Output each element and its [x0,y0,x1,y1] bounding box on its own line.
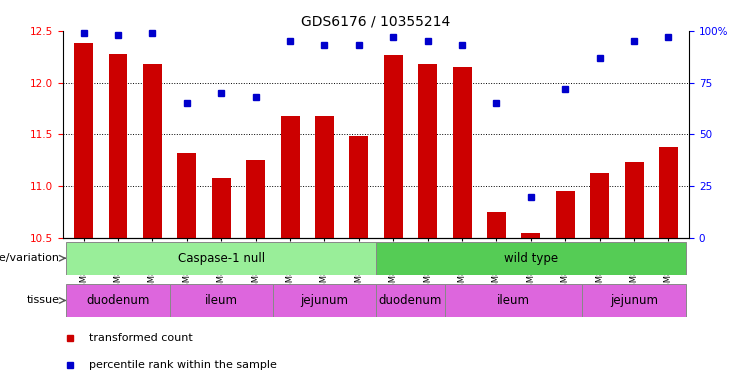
Bar [109,53,127,238]
Bar [376,284,445,317]
Bar [177,153,196,238]
Text: transformed count: transformed count [89,333,193,343]
Text: ileum: ileum [497,294,530,307]
Text: duodenum: duodenum [379,294,442,307]
Bar [246,160,265,238]
Title: GDS6176 / 10355214: GDS6176 / 10355214 [302,14,451,28]
Text: ileum: ileum [205,294,238,307]
Bar [376,242,685,275]
Bar [67,242,376,275]
Bar [281,116,299,238]
Bar [487,212,506,238]
Bar [170,284,273,317]
Bar [315,116,334,238]
Bar [591,173,609,238]
Text: jejunum: jejunum [610,294,658,307]
Text: wild type: wild type [504,252,558,265]
Bar [556,192,575,238]
Text: jejunum: jejunum [300,294,348,307]
Bar [418,64,437,238]
Bar [273,284,376,317]
Bar [625,162,643,238]
Bar [522,233,540,238]
Bar [67,284,170,317]
Bar [384,55,402,238]
Bar [453,67,471,238]
Bar [212,178,230,238]
Text: duodenum: duodenum [87,294,150,307]
Bar [445,284,582,317]
Bar [582,284,685,317]
Text: Caspase-1 null: Caspase-1 null [178,252,265,265]
Bar [74,43,93,238]
Text: genotype/variation: genotype/variation [0,253,59,263]
Bar [143,64,162,238]
Bar [350,136,368,238]
Bar [659,147,678,238]
Text: percentile rank within the sample: percentile rank within the sample [89,360,277,370]
Text: tissue: tissue [27,295,59,306]
